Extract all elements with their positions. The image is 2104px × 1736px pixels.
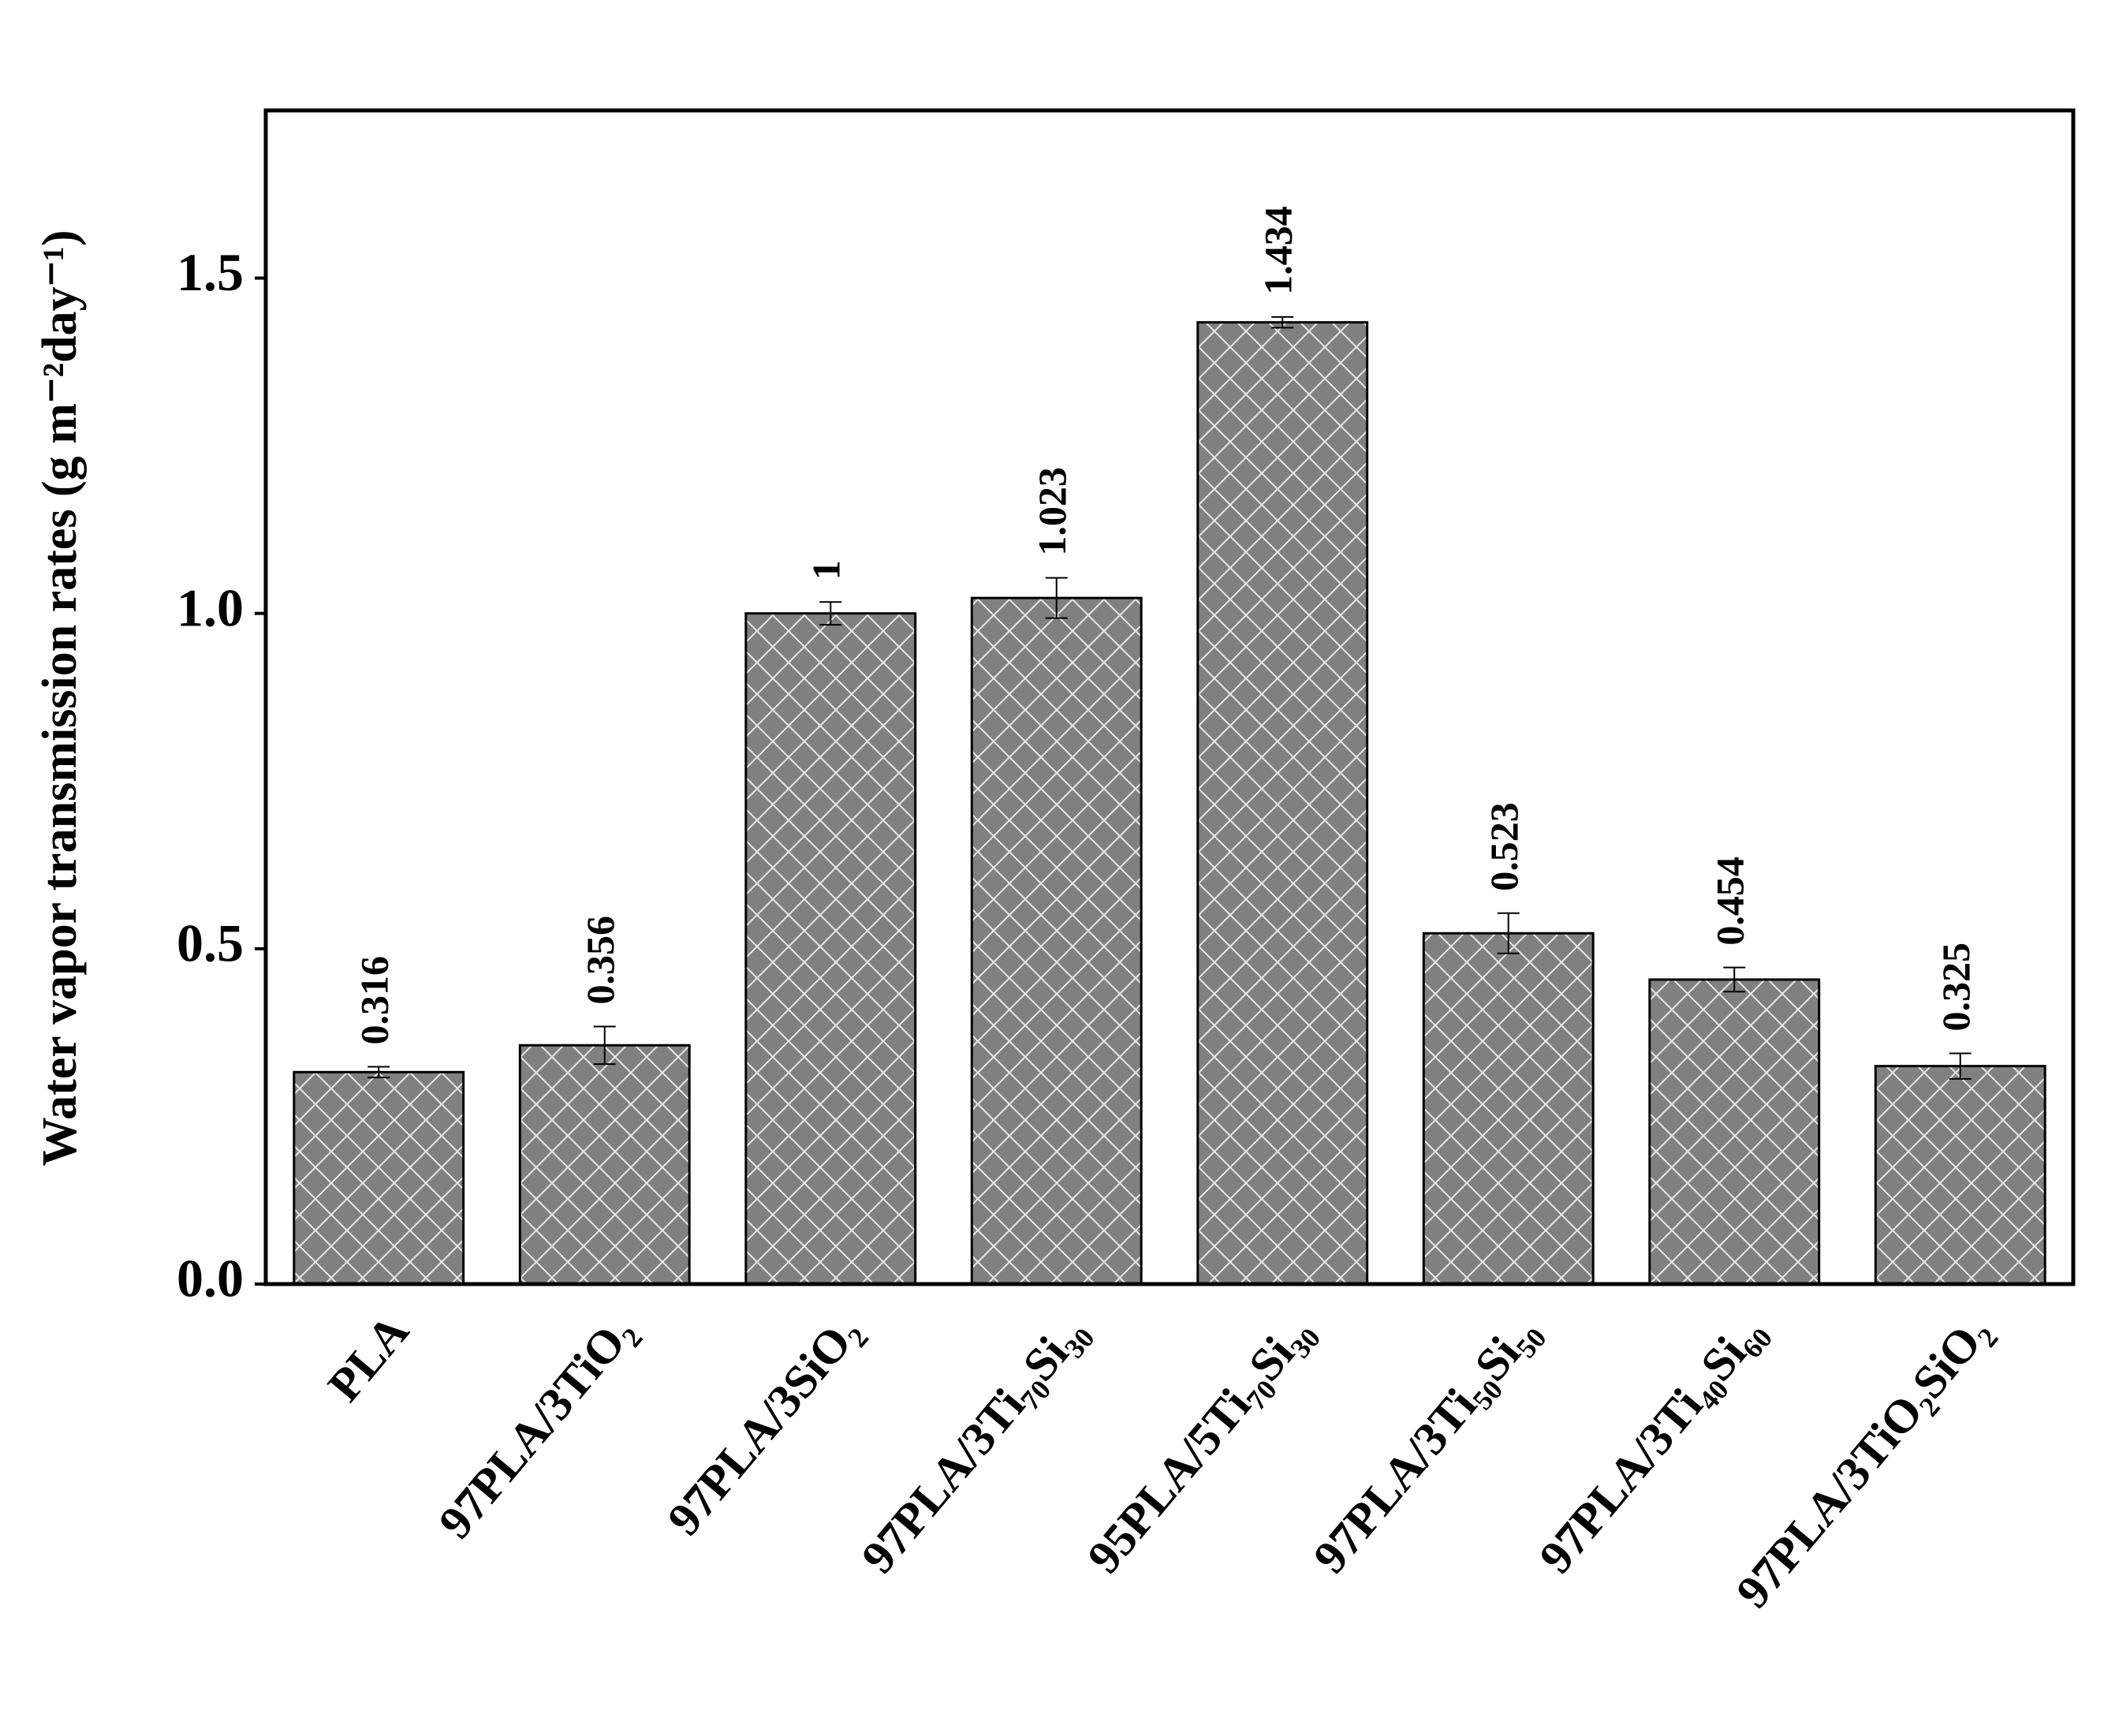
- bar: [1422, 931, 1595, 1286]
- x-tick-label: 95PLA/5Ti₇₀Si₃₀: [1077, 1305, 1322, 1583]
- value-label: 0.325: [1934, 943, 1978, 1032]
- y-tick-label: 0.0: [177, 1249, 244, 1309]
- x-tick-label: 97PLA/3TiO₂: [429, 1305, 645, 1548]
- x-tick-label: 97PLA/3Ti₇₀Si₃₀: [852, 1305, 1096, 1583]
- value-label: 0.454: [1708, 857, 1752, 946]
- x-tick-label: 97PLA/3TiO₂SiO₂: [1726, 1305, 2000, 1618]
- value-label: 1.434: [1256, 206, 1300, 295]
- value-label: 0.356: [578, 916, 622, 1005]
- y-tick-label: 1.0: [177, 577, 244, 637]
- x-tick-label: 97PLA/3Ti₅₀Si₅₀: [1304, 1305, 1548, 1583]
- y-tick-label: 0.5: [177, 913, 244, 973]
- x-tick-label: 97PLA/3SiO₂: [658, 1305, 871, 1545]
- plot-frame: [263, 108, 2076, 1286]
- x-tick-label: 97PLA/3Ti₄₀Si₆₀: [1529, 1305, 1774, 1583]
- bar: [744, 612, 917, 1286]
- bar: [293, 1070, 465, 1286]
- value-label: 1: [804, 560, 849, 580]
- bar: [518, 1043, 691, 1286]
- value-label: 0.316: [353, 956, 397, 1045]
- value-label: 0.523: [1482, 802, 1526, 891]
- x-tick-label: PLA: [318, 1305, 419, 1411]
- value-label: 1.023: [1030, 467, 1074, 556]
- y-tick-label: 1.5: [177, 242, 244, 302]
- bar: [1196, 321, 1369, 1286]
- bar: [1648, 978, 1821, 1286]
- bar: [970, 596, 1143, 1286]
- bar: [1874, 1065, 2046, 1286]
- y-axis-label: Water vapor transmission rates (g m⁻²day…: [33, 230, 87, 1167]
